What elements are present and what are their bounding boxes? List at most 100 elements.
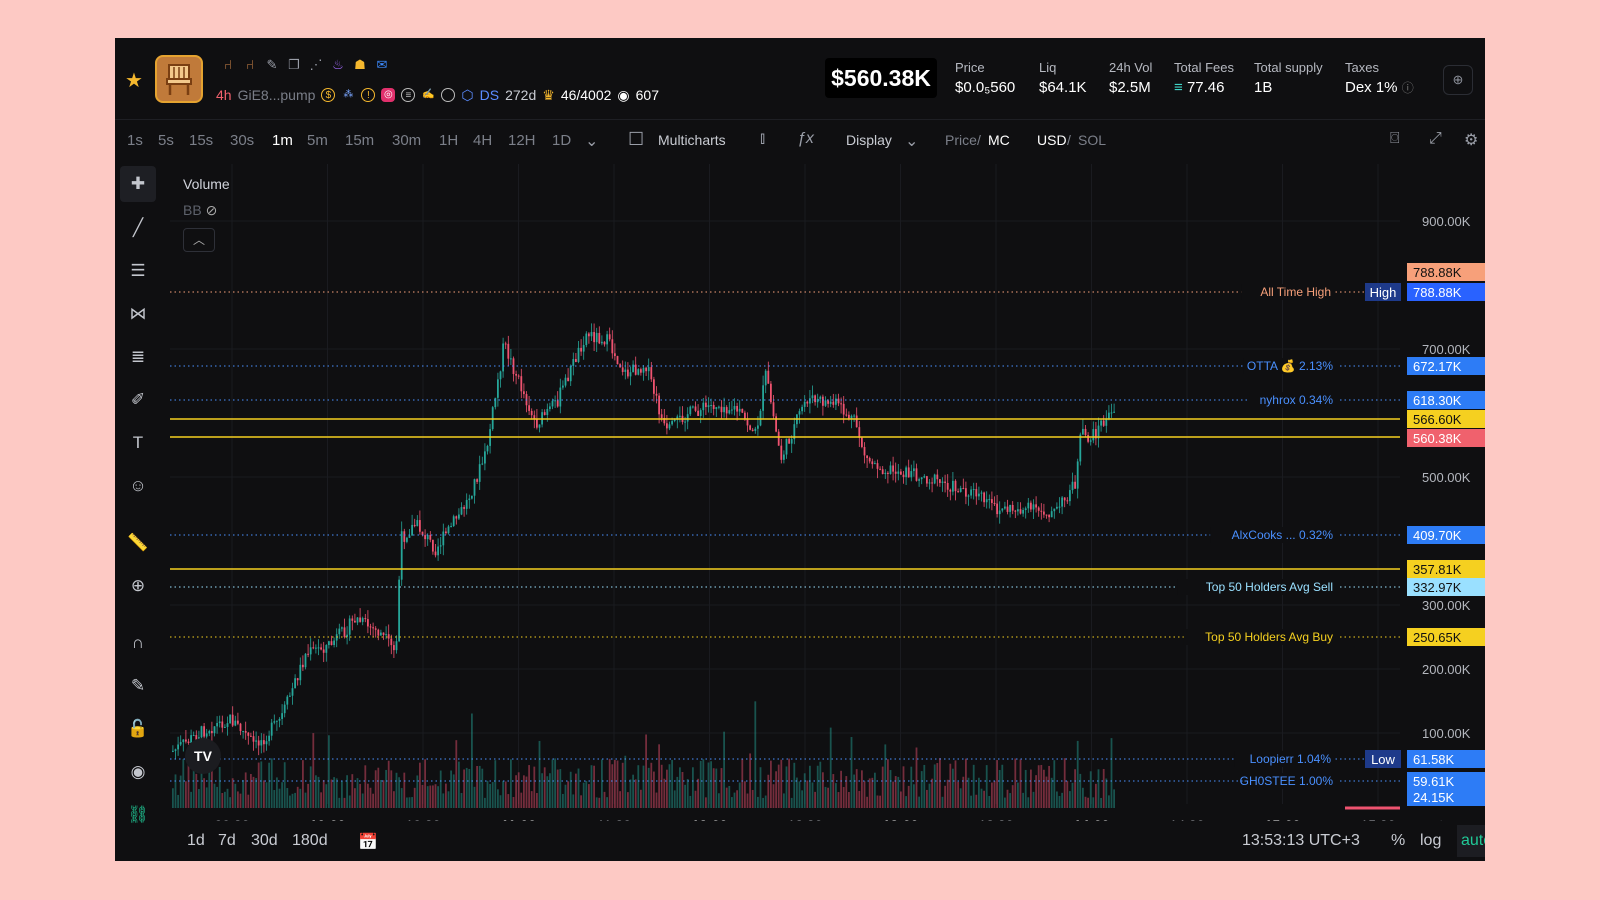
- timeframe-15s[interactable]: 15s: [189, 132, 214, 149]
- brush-tool-icon[interactable]: ✐: [130, 390, 146, 409]
- candle-body: [359, 617, 361, 622]
- auto-scale-toggle[interactable]: auto: [1457, 825, 1485, 857]
- log-toggle[interactable]: log: [1420, 832, 1442, 849]
- candle-body: [897, 471, 900, 474]
- candle-body: [829, 401, 832, 404]
- volume-bar: [229, 797, 231, 808]
- legend-bb[interactable]: BB ⊘: [183, 202, 217, 219]
- range-180d[interactable]: 180d: [292, 832, 328, 849]
- share-icon[interactable]: ⋰: [309, 57, 323, 72]
- chair-small-icon[interactable]: ⑁: [246, 57, 254, 72]
- coin-icon[interactable]: $: [321, 88, 336, 102]
- warning-icon[interactable]: !: [361, 88, 376, 102]
- timeframe-1m[interactable]: 1m: [272, 132, 293, 149]
- stat-value: $64.1K: [1039, 79, 1087, 96]
- chevron-down-icon[interactable]: ⌄: [905, 133, 919, 150]
- list-circle-icon[interactable]: ≡: [401, 88, 416, 102]
- chevron-down-icon[interactable]: ⌄: [585, 133, 599, 150]
- timeframe-1h[interactable]: 1H: [439, 132, 459, 149]
- range-7d[interactable]: 7d: [218, 832, 236, 849]
- ds-label[interactable]: DS: [479, 87, 500, 103]
- sol-toggle[interactable]: SOL: [1078, 132, 1107, 148]
- stat-label: Liq: [1039, 60, 1057, 75]
- multicharts-toggle[interactable]: Multicharts: [658, 132, 726, 148]
- text-tool-icon[interactable]: T: [132, 433, 144, 452]
- candle-body: [179, 742, 182, 745]
- add-widget-button[interactable]: ⊕: [1443, 65, 1473, 95]
- candle-body: [944, 481, 946, 483]
- unlock-icon[interactable]: 🔓: [127, 719, 149, 738]
- token-avatar[interactable]: [155, 55, 203, 103]
- candle-body: [322, 649, 325, 653]
- candle-body: [452, 516, 455, 527]
- link-icon[interactable]: ⛓: [127, 805, 149, 824]
- stat-label: Total Fees: [1174, 60, 1234, 75]
- timeframe-15m[interactable]: 15m: [345, 132, 375, 149]
- stat-label: Price: [955, 60, 985, 75]
- tradingview-logo-icon[interactable]: TV: [185, 738, 221, 774]
- volume-bar: [177, 794, 179, 808]
- settings-gear-icon[interactable]: ⚙: [1464, 132, 1479, 149]
- axis-settings-icon[interactable]: ⚙: [1435, 818, 1448, 821]
- range-1d[interactable]: 1d: [187, 832, 205, 849]
- timeframe-30s[interactable]: 30s: [230, 132, 255, 149]
- telegram-icon[interactable]: ✉: [376, 57, 388, 72]
- calendar-icon[interactable]: 📅: [358, 834, 378, 851]
- range-30d[interactable]: 30d: [251, 832, 278, 849]
- hide-drawings-eye-icon[interactable]: ◉: [130, 762, 146, 781]
- chair-icon[interactable]: ⑁: [224, 57, 232, 72]
- volume-bar: [710, 761, 712, 808]
- fib-tool-icon[interactable]: ≣: [130, 347, 146, 366]
- copy-icon[interactable]: ❐: [288, 57, 300, 72]
- candle-body: [346, 634, 348, 637]
- timeframe-5s[interactable]: 5s: [158, 132, 174, 149]
- camera-icon[interactable]: ⌼: [1390, 130, 1400, 147]
- lock-drawing-icon[interactable]: ✎: [130, 676, 146, 695]
- volume-bar: [543, 767, 546, 808]
- favorite-star-icon[interactable]: ★: [125, 70, 143, 92]
- timeframe-1d[interactable]: 1D: [552, 132, 572, 149]
- timeframe-12h[interactable]: 12H: [508, 132, 536, 149]
- holders-grid-icon[interactable]: ⁂: [343, 89, 354, 100]
- search-icon[interactable]: [441, 88, 456, 102]
- price-toggle[interactable]: Price: [945, 132, 977, 148]
- mc-toggle[interactable]: MC: [988, 132, 1010, 148]
- volume-bar: [377, 767, 380, 808]
- hidden-eye-icon[interactable]: ⊘: [205, 202, 218, 218]
- candle-body: [1061, 497, 1063, 507]
- timeframe-5m[interactable]: 5m: [307, 132, 328, 149]
- indicators-fx-icon[interactable]: ƒx: [797, 130, 814, 147]
- x-tick-label: 10:30: [405, 817, 440, 821]
- volume-bar: [1074, 769, 1076, 808]
- fullscreen-icon[interactable]: ⤢: [1429, 130, 1442, 147]
- candle-body: [894, 471, 897, 474]
- flame-icon[interactable]: ♨: [332, 57, 344, 72]
- pattern-tool-icon[interactable]: ⋈: [129, 304, 147, 323]
- magnet-icon[interactable]: ∩: [131, 633, 145, 652]
- horizontal-lines-tool-icon[interactable]: ☰: [130, 261, 146, 280]
- display-dropdown[interactable]: Display: [846, 132, 892, 148]
- checkbox-icon[interactable]: ☐: [628, 129, 645, 149]
- timeframe-30m[interactable]: 30m: [392, 132, 422, 149]
- collapse-legend-button[interactable]: ︿: [183, 228, 215, 252]
- zoom-in-icon[interactable]: ⊕: [130, 576, 146, 595]
- candle-body: [486, 445, 489, 452]
- crosshair-tool-icon[interactable]: ✚: [120, 166, 156, 202]
- trendline-tool-icon[interactable]: ╱: [132, 218, 144, 237]
- timeframe-4h[interactable]: 4H: [473, 132, 493, 149]
- usd-toggle[interactable]: USD: [1037, 132, 1067, 148]
- volume-bar: [746, 793, 749, 808]
- timeframe-1s[interactable]: 1s: [127, 132, 143, 149]
- instagram-icon[interactable]: ◎: [381, 88, 396, 102]
- price-chart[interactable]: All Time High High 788.88K 788.88K OTTA 💰 2.…: [115, 164, 1485, 821]
- notes-icon[interactable]: ✍: [422, 89, 435, 100]
- candle-style-icon[interactable]: ⫾: [760, 130, 766, 147]
- ruler-tool-icon[interactable]: 📏: [127, 533, 149, 552]
- help-icon[interactable]: ⓘ: [1401, 81, 1414, 95]
- legend-volume[interactable]: Volume: [183, 176, 230, 192]
- edit-icon[interactable]: ✎: [266, 57, 278, 72]
- token-address[interactable]: GiE8...pump: [237, 87, 316, 103]
- emoji-tool-icon[interactable]: ☺: [129, 476, 147, 495]
- community-icon[interactable]: ☗: [354, 57, 366, 72]
- percent-toggle[interactable]: %: [1391, 832, 1406, 849]
